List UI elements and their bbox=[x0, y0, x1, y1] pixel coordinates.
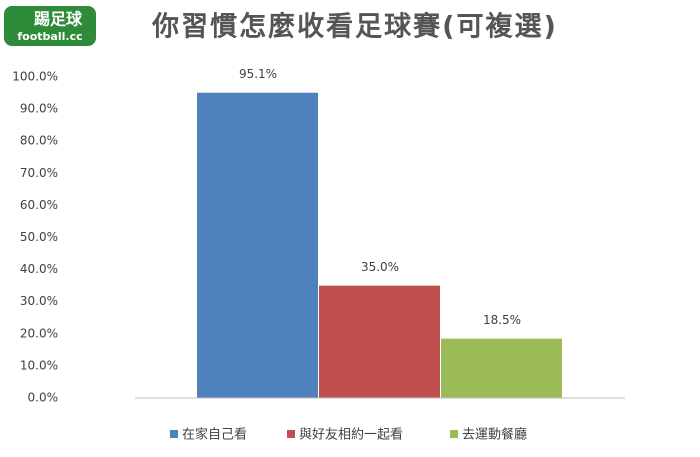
y-tick-label: 50.0% bbox=[20, 230, 58, 244]
chart-title: 你習慣怎麼收看足球賽(可複選) bbox=[151, 11, 558, 43]
logo-subtext: football.cc bbox=[17, 30, 82, 43]
logo-badge bbox=[4, 6, 96, 46]
bar bbox=[319, 285, 440, 398]
bar bbox=[197, 92, 318, 398]
legend-swatch bbox=[450, 430, 458, 438]
data-label: 18.5% bbox=[483, 313, 521, 327]
y-tick-label: 10.0% bbox=[20, 358, 58, 372]
legend-swatch bbox=[287, 430, 295, 438]
y-tick-label: 60.0% bbox=[20, 198, 58, 212]
data-label: 35.0% bbox=[361, 260, 399, 274]
y-tick-label: 0.0% bbox=[28, 391, 59, 405]
y-tick-label: 40.0% bbox=[20, 262, 58, 276]
legend-swatch bbox=[170, 430, 178, 438]
legend-label: 在家自己看 bbox=[182, 427, 247, 443]
y-tick-label: 70.0% bbox=[20, 166, 58, 180]
bar bbox=[441, 338, 562, 398]
y-tick-label: 80.0% bbox=[20, 134, 58, 148]
logo: 踢足球 football.cc bbox=[4, 6, 96, 46]
legend-label: 去運動餐廳 bbox=[462, 427, 527, 443]
y-tick-label: 100.0% bbox=[12, 70, 58, 84]
data-label: 95.1% bbox=[239, 67, 277, 81]
y-tick-label: 90.0% bbox=[20, 102, 58, 116]
y-tick-label: 30.0% bbox=[20, 294, 58, 308]
logo-text: 踢足球 bbox=[34, 10, 83, 29]
legend-label: 與好友相約一起看 bbox=[299, 427, 403, 443]
y-tick-label: 20.0% bbox=[20, 326, 58, 340]
